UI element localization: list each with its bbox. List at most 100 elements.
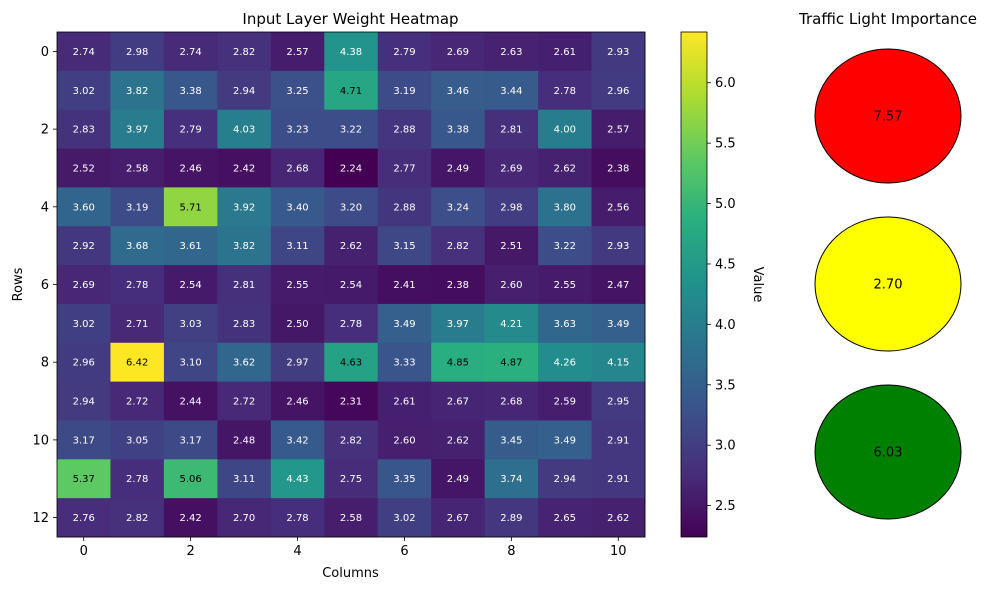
heatmap-cell	[538, 109, 592, 149]
cell-value-label: 2.94	[233, 86, 255, 97]
heatmap-cell	[270, 303, 325, 344]
heatmap-cell	[431, 109, 486, 149]
cell-value-label: 3.22	[340, 125, 362, 136]
colorbar-label: Value	[750, 267, 765, 303]
heatmap-cell	[57, 187, 111, 227]
heatmap-cell	[538, 226, 592, 266]
cell-value-label: 4.85	[447, 358, 469, 369]
cell-value-label: 4.43	[286, 474, 308, 485]
heatmap-cell	[377, 303, 432, 344]
cell-value-label: 2.50	[286, 319, 308, 330]
heatmap-cell	[538, 303, 592, 344]
heatmap-cells: 2.74 2.98 2.74 2.82 2.57 4.38 2.79 2.69 2.63 2.61…	[57, 32, 646, 538]
heatmap-cell	[110, 381, 165, 421]
heatmap-cell	[57, 148, 111, 188]
heatmap-cell	[591, 381, 646, 421]
heatmap-cell	[163, 187, 218, 227]
x-tick-label: 8	[507, 544, 515, 559]
heatmap-cell	[270, 498, 325, 538]
cell-value-label: 2.57	[607, 125, 629, 136]
y-tick-label: 10	[32, 433, 49, 448]
y-tick-label: 2	[41, 123, 49, 138]
cell-value-label: 2.93	[607, 47, 629, 58]
heatmap-cell	[217, 303, 272, 344]
heatmap-cell	[377, 148, 432, 188]
cell-value-label: 3.19	[393, 86, 415, 97]
heatmap-cell	[324, 303, 379, 344]
cell-value-label: 2.93	[607, 241, 629, 252]
cell-value-label: 3.49	[554, 435, 576, 446]
heatmap-cell	[591, 303, 646, 344]
cell-value-label: 2.95	[607, 397, 629, 408]
cell-value-label: 2.55	[554, 280, 576, 291]
y-tick-label: 8	[41, 356, 49, 371]
cell-value-label: 2.89	[500, 513, 522, 524]
cell-value-label: 2.62	[554, 163, 576, 174]
cell-value-label: 3.02	[393, 513, 415, 524]
heatmap-cell	[431, 498, 486, 538]
cell-value-label: 4.71	[340, 86, 362, 97]
x-axis-label: Columns	[322, 566, 379, 581]
heatmap-cell	[377, 187, 432, 227]
heatmap-cell	[163, 32, 218, 72]
heatmap-cell	[484, 303, 539, 344]
heatmap-cell	[57, 498, 111, 538]
cell-value-label: 2.61	[393, 397, 415, 408]
heatmap-cell	[591, 70, 646, 111]
heatmap-cell	[324, 342, 379, 383]
cell-value-label: 2.91	[607, 474, 629, 485]
heatmap-cell	[431, 70, 486, 111]
heatmap-cell	[538, 32, 592, 72]
cell-value-label: 3.97	[126, 125, 148, 136]
cell-value-label: 2.75	[340, 474, 362, 485]
heatmap-cell	[431, 459, 486, 499]
heatmap-cell	[217, 381, 272, 421]
heatmap-cell	[377, 342, 432, 383]
heatmap-cell	[377, 381, 432, 421]
heatmap-cell	[110, 265, 165, 305]
heatmap-cell	[377, 498, 432, 538]
cell-value-label: 2.42	[233, 163, 255, 174]
cell-value-label: 2.41	[393, 280, 415, 291]
cell-value-label: 2.82	[126, 513, 148, 524]
cell-value-label: 2.78	[126, 474, 148, 485]
heatmap-cell	[217, 70, 272, 111]
cell-value-label: 2.38	[607, 163, 629, 174]
cell-value-label: 2.54	[180, 280, 202, 291]
cell-value-label: 2.96	[73, 358, 95, 369]
traffic-light-circle	[814, 384, 962, 520]
heatmap-cell	[110, 32, 165, 72]
heatmap-cell	[538, 381, 592, 421]
heatmap-cell	[163, 420, 218, 460]
heatmap-cell	[163, 109, 218, 149]
x-tick-label: 2	[186, 544, 194, 559]
cell-value-label: 3.03	[180, 319, 202, 330]
cell-value-label: 2.98	[500, 202, 522, 213]
heatmap-cell	[324, 420, 379, 460]
colorbar-ticks: 2.5 3.0 3.5 4.0 4.5 5.0 5.5 6.0	[707, 76, 736, 514]
heatmap-cell	[110, 459, 165, 499]
cell-value-label: 2.49	[447, 163, 469, 174]
cell-value-label: 2.67	[447, 397, 469, 408]
cell-value-label: 2.42	[180, 513, 202, 524]
heatmap-cell	[484, 226, 539, 266]
y-axis-label: Rows	[11, 267, 26, 301]
y-axis-ticks: 0 2 4 6 8 10 12	[32, 45, 57, 526]
heatmap-cell	[57, 70, 111, 111]
cell-value-label: 3.15	[393, 241, 415, 252]
heatmap-cell	[270, 148, 325, 188]
heatmap-cell	[591, 498, 646, 538]
cell-value-label: 2.60	[393, 435, 415, 446]
cell-value-label: 2.69	[500, 163, 522, 174]
cell-value-label: 2.94	[73, 397, 95, 408]
cell-value-label: 2.69	[73, 280, 95, 291]
cell-value-label: 2.38	[447, 280, 469, 291]
heatmap-cell	[163, 148, 218, 188]
cell-value-label: 3.68	[126, 241, 148, 252]
heatmap-cell	[431, 381, 486, 421]
heatmap-cell	[110, 498, 165, 538]
cell-value-label: 3.44	[500, 86, 522, 97]
cell-value-label: 4.63	[340, 358, 362, 369]
heatmap-cell	[377, 459, 432, 499]
heatmap-cell	[270, 226, 325, 266]
